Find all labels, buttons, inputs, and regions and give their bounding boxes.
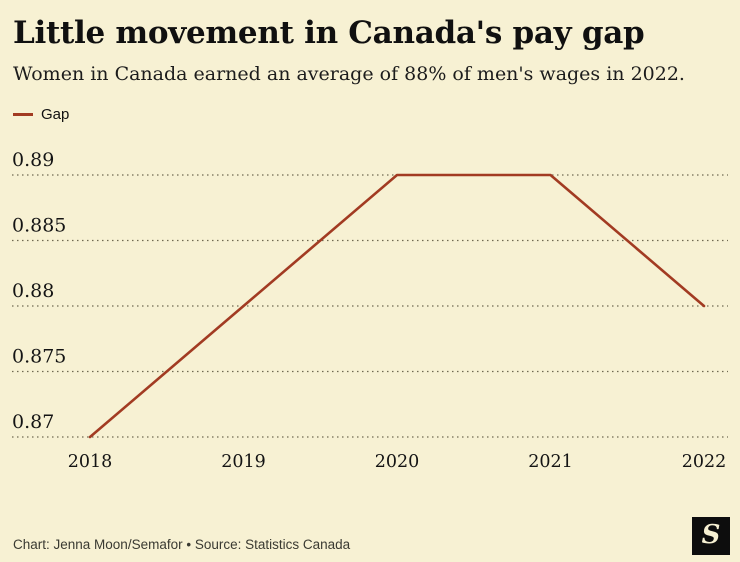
y-tick-label: 0.875 (12, 346, 66, 368)
y-tick-label: 0.88 (12, 280, 54, 302)
chart-title: Little movement in Canada's pay gap (13, 15, 645, 51)
y-tick-label: 0.885 (12, 215, 66, 237)
x-tick-label: 2020 (375, 452, 420, 472)
line-chart: 0.87 0.875 0.88 0.885 0.89 2018 2019 2020 2021 20… (12, 149, 728, 472)
x-tick-label: 2018 (68, 452, 113, 472)
x-tick-label: 2022 (682, 452, 727, 472)
y-tick-label: 0.89 (12, 149, 54, 171)
footer: Chart: Jenna Moon/Semafor • Source: Stat… (13, 517, 730, 555)
semafor-logo-icon: S (692, 517, 730, 555)
x-tick-label: 2021 (528, 452, 573, 472)
semafor-logo-glyph: S (701, 520, 721, 550)
legend-line-swatch (13, 113, 33, 117)
legend-label: Gap (41, 106, 70, 124)
credit-line: Chart: Jenna Moon/Semafor • Source: Stat… (13, 537, 351, 552)
series-line-gap (88, 174, 706, 439)
chart-subtitle: Women in Canada earned an average of 88%… (13, 62, 685, 85)
y-tick-label: 0.87 (12, 411, 54, 433)
legend: Gap (0, 86, 740, 123)
x-tick-label: 2019 (221, 452, 266, 472)
